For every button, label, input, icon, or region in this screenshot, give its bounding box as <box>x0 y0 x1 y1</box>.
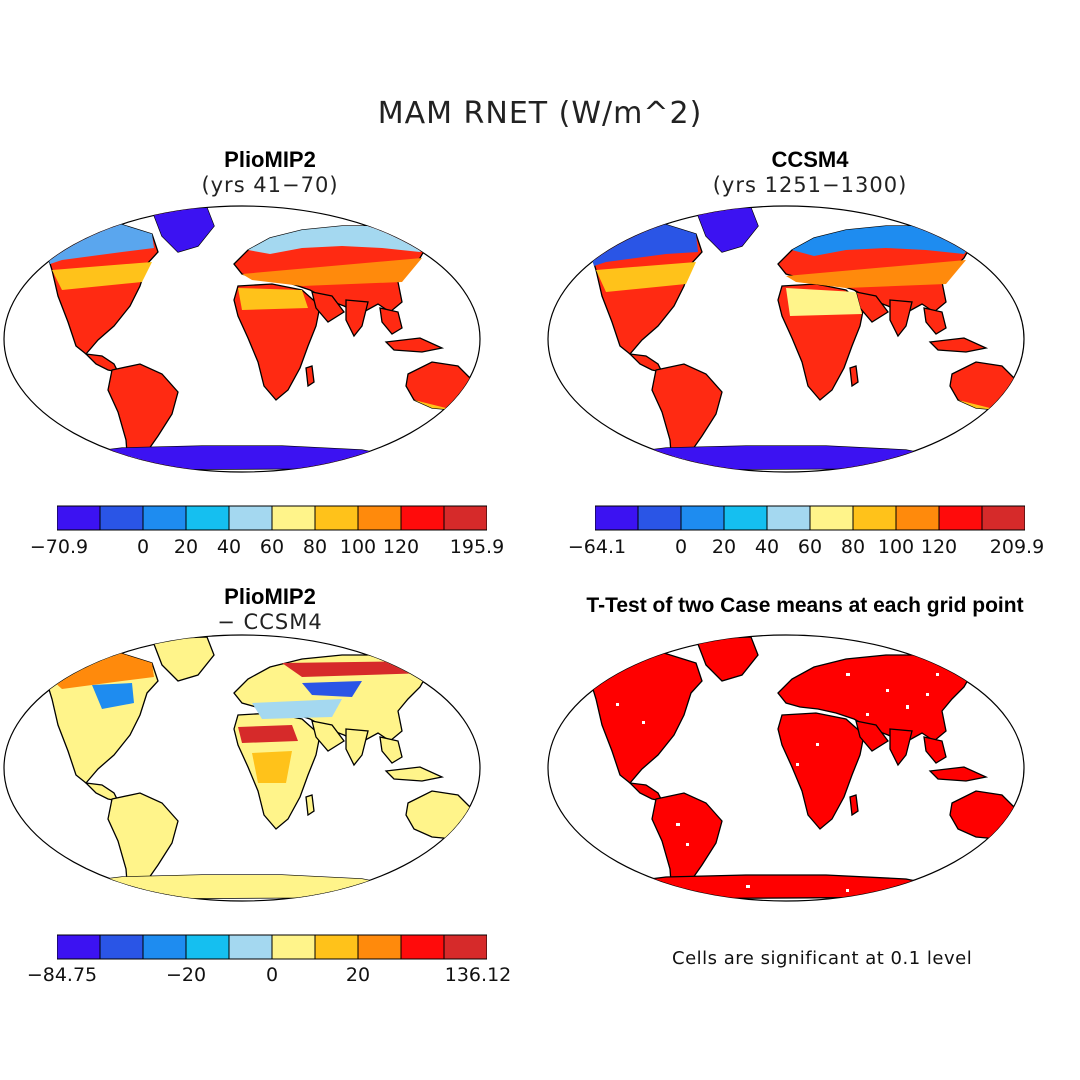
colorbar-swatch <box>57 505 101 531</box>
colorbar-swatch <box>895 505 940 531</box>
panel-title-top-right-sub: (yrs 1251−1300) <box>712 173 908 197</box>
colorbar-swatch <box>99 505 144 531</box>
map-difference <box>3 634 481 902</box>
colorbar-bottom-left <box>57 934 487 960</box>
colorbar-swatch <box>99 934 144 960</box>
colorbar-swatch <box>400 505 445 531</box>
tick-label: 40 <box>754 536 780 558</box>
colorbar-swatch <box>228 934 273 960</box>
colorbar-swatch <box>723 505 768 531</box>
figure-title: MAM RNET (W/m^2) <box>377 96 703 131</box>
colorbar-swatch <box>185 505 230 531</box>
colorbar-top-left <box>57 505 487 531</box>
panel-title-top-left-sub: (yrs 41−70) <box>201 173 339 197</box>
colorbar-swatch <box>185 934 230 960</box>
panel-title-top-right-main: CCSM4 <box>771 147 849 172</box>
tick-label: 80 <box>302 536 328 558</box>
tick-label: 20 <box>711 536 737 558</box>
colorbar-swatch <box>142 934 187 960</box>
colorbar-swatch <box>595 505 639 531</box>
tick-label: 0 <box>674 536 688 558</box>
tick-label: −70.9 <box>29 536 89 558</box>
panel-title-top-right: CCSM4 (yrs 1251−1300) <box>595 147 1025 197</box>
colorbar-swatch <box>400 934 445 960</box>
colorbar-swatch <box>852 505 897 531</box>
tick-label: 20 <box>173 536 199 558</box>
colorbar-swatch <box>357 934 402 960</box>
tick-label: 120 <box>920 536 958 558</box>
tick-label: 209.9 <box>989 536 1045 558</box>
map-significance <box>547 634 1025 902</box>
colorbar-swatch <box>938 505 983 531</box>
colorbar-swatch <box>314 934 359 960</box>
panel-title-bottom-left: PlioMIP2 − CCSM4 <box>55 584 485 634</box>
significance-note: Cells are significant at 0.1 level <box>672 948 973 969</box>
tick-label: 60 <box>797 536 823 558</box>
tick-label: 60 <box>259 536 285 558</box>
tick-label: 120 <box>382 536 420 558</box>
colorbar-swatch <box>357 505 402 531</box>
colorbar-swatch <box>766 505 811 531</box>
tick-label: −20 <box>165 964 207 986</box>
panel-title-top-left-main: PlioMIP2 <box>224 147 316 172</box>
colorbar-top-right <box>595 505 1025 531</box>
tick-label: 100 <box>339 536 377 558</box>
tick-label: 136.12 <box>444 964 512 986</box>
colorbar-swatch <box>271 505 316 531</box>
tick-label: 20 <box>345 964 371 986</box>
map-pliomip2 <box>3 205 481 473</box>
tick-label: 195.9 <box>449 536 505 558</box>
colorbar-swatch <box>637 505 682 531</box>
colorbar-swatch <box>680 505 725 531</box>
panel-title-bottom-left-main: PlioMIP2 <box>224 584 316 609</box>
panel-title-top-left: PlioMIP2 (yrs 41−70) <box>55 147 485 197</box>
tick-label: 0 <box>136 536 150 558</box>
tick-label: 100 <box>877 536 915 558</box>
tick-label: 40 <box>216 536 242 558</box>
colorbar-swatch <box>142 505 187 531</box>
map-ccsm4 <box>547 205 1025 473</box>
panel-title-bottom-right: T-Test of two Case means at each grid po… <box>586 594 1024 617</box>
colorbar-swatch <box>271 934 316 960</box>
colorbar-swatch <box>228 505 273 531</box>
tick-label: −84.75 <box>26 964 98 986</box>
colorbar-swatch <box>443 505 487 531</box>
colorbar-swatch <box>314 505 359 531</box>
colorbar-swatch <box>57 934 101 960</box>
colorbar-swatch <box>981 505 1025 531</box>
panel-title-bottom-left-sub: − CCSM4 <box>217 610 323 634</box>
colorbar-swatch <box>443 934 487 960</box>
tick-label: 80 <box>840 536 866 558</box>
tick-label: 0 <box>265 964 279 986</box>
colorbar-swatch <box>809 505 854 531</box>
tick-label: −64.1 <box>567 536 627 558</box>
